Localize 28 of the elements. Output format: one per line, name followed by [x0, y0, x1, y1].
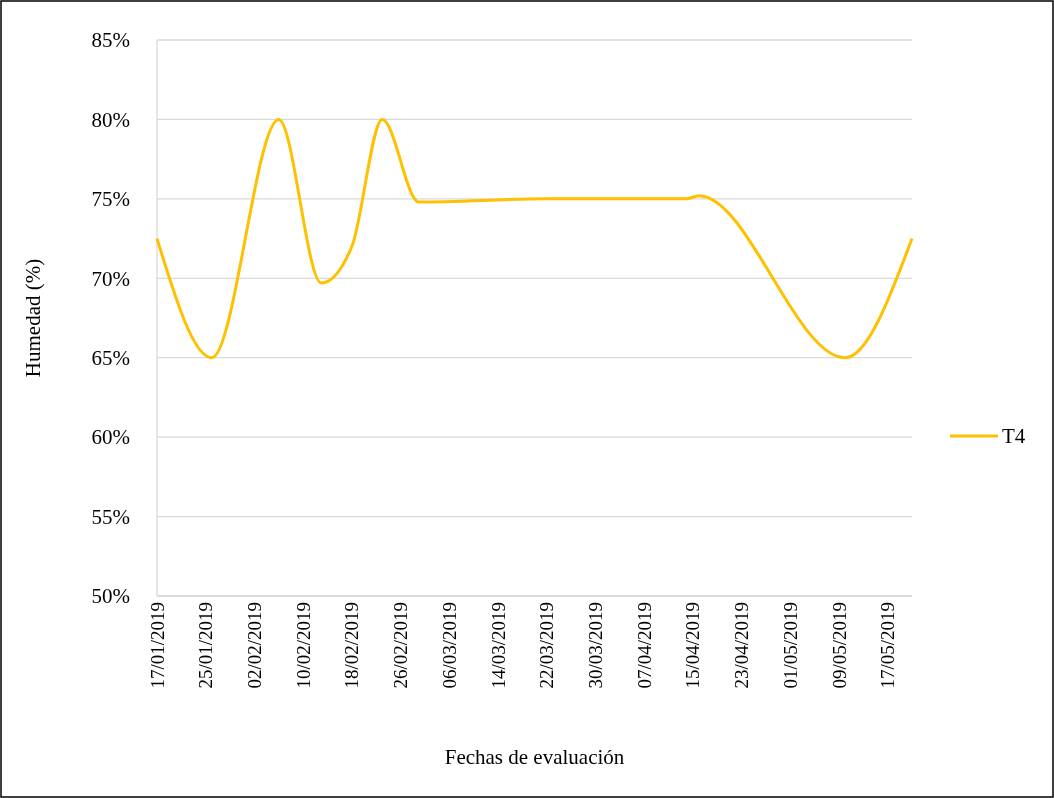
y-tick-label: 85%: [91, 28, 130, 53]
x-tick-label: 15/04/2019: [682, 602, 704, 689]
x-tick-label: 30/03/2019: [585, 602, 607, 689]
x-tick-label: 06/03/2019: [438, 602, 460, 689]
y-tick-label: 50%: [91, 584, 130, 609]
y-tick-label: 80%: [91, 107, 130, 132]
x-tick-label: 17/05/2019: [877, 602, 899, 689]
y-tick-label: 55%: [91, 504, 130, 529]
x-tick-label: 02/02/2019: [244, 602, 266, 689]
line-series: [155, 117, 914, 360]
x-tick-label: 01/05/2019: [779, 602, 801, 689]
x-tick-label: 07/04/2019: [633, 602, 655, 689]
y-tick-label: 75%: [91, 187, 130, 212]
x-tick-label: 25/01/2019: [195, 602, 217, 689]
x-tick-label: 14/03/2019: [487, 602, 509, 689]
y-tick-label: 60%: [91, 425, 130, 450]
x-tick-label: 17/01/2019: [146, 602, 168, 689]
y-tick-label: 65%: [91, 346, 130, 371]
x-tick-label: 22/03/2019: [536, 602, 558, 689]
x-tick-label: 10/02/2019: [292, 602, 314, 689]
x-tick-label: 18/02/2019: [341, 602, 363, 689]
x-tick-label: 26/02/2019: [390, 602, 412, 689]
x-tick-label: 09/05/2019: [828, 602, 850, 689]
legend-label: T4: [1002, 424, 1026, 449]
y-axis-title: Humedad (%): [21, 258, 45, 378]
x-axis-title: Fechas de evaluación: [444, 745, 625, 769]
x-tick-label: 23/04/2019: [731, 602, 753, 689]
y-tick-label: 70%: [91, 266, 130, 291]
